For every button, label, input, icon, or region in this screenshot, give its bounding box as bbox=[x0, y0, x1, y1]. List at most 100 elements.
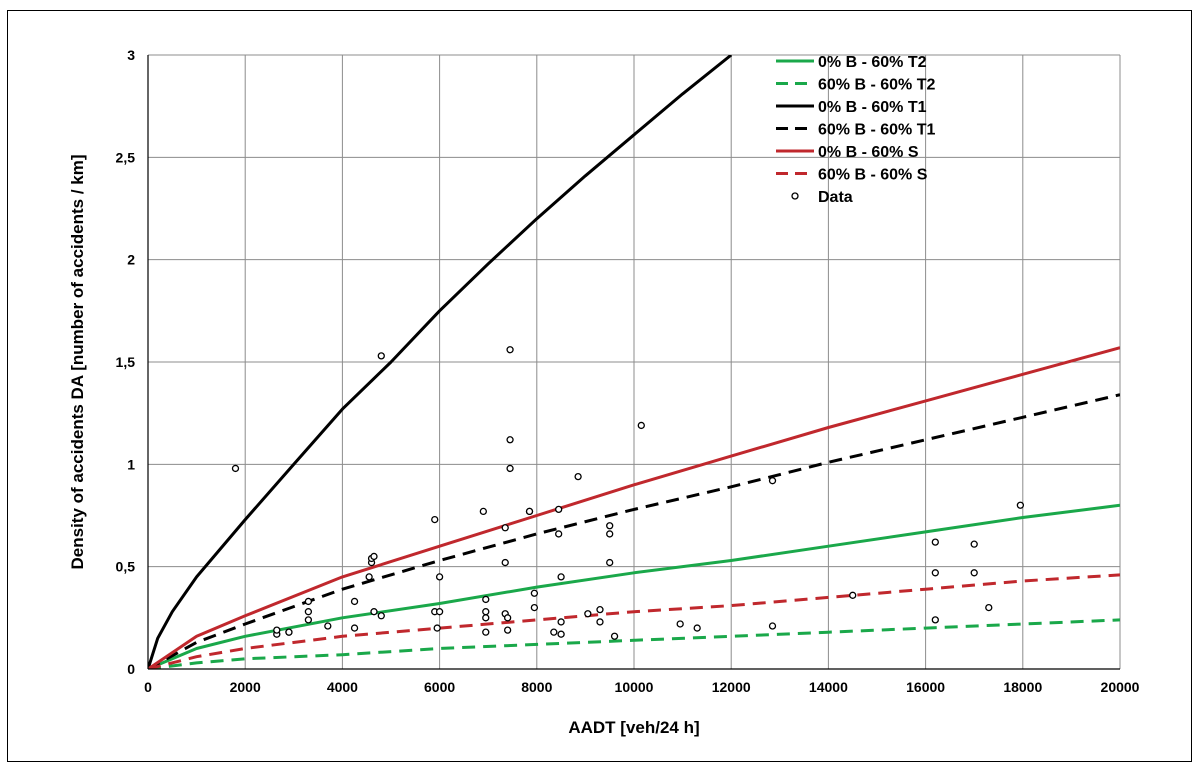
data-point bbox=[479, 507, 487, 516]
x-tick-label: 16000 bbox=[906, 679, 945, 695]
data-point bbox=[506, 464, 514, 473]
legend: 0% B - 60% T2 60% B - 60% T2 0% B - 60% T1… bbox=[776, 54, 935, 206]
legend-label: 0% B - 60% T2 bbox=[818, 54, 927, 71]
data-point bbox=[931, 538, 939, 546]
x-tick-label: 12000 bbox=[712, 679, 751, 695]
data-point bbox=[370, 552, 378, 561]
legend-label: Data bbox=[818, 189, 853, 206]
data-point bbox=[365, 573, 373, 581]
data-point bbox=[637, 421, 645, 430]
data-point bbox=[849, 591, 857, 599]
data-point bbox=[530, 603, 539, 612]
y-tick-label: 2,5 bbox=[116, 149, 136, 165]
series-line bbox=[148, 503, 1120, 669]
data-point bbox=[304, 597, 313, 606]
x-tick-label: 6000 bbox=[424, 679, 455, 695]
x-tick-label: 4000 bbox=[327, 679, 358, 695]
data-point bbox=[433, 624, 441, 632]
data-point bbox=[596, 618, 604, 626]
x-tick-label: 14000 bbox=[809, 679, 848, 695]
chart-svg: 0 2000 4000 6000 8000 10000 12000 14000 16000 180… bbox=[68, 47, 1140, 737]
data-points bbox=[231, 346, 1025, 640]
series-line bbox=[148, 55, 733, 669]
data-point bbox=[985, 603, 993, 612]
data-point bbox=[555, 530, 563, 538]
data-point bbox=[970, 569, 978, 577]
data-point bbox=[676, 620, 684, 628]
y-tick-label: 0,5 bbox=[116, 559, 136, 575]
data-point bbox=[555, 505, 563, 514]
y-tick-label: 2 bbox=[127, 252, 135, 268]
series-line bbox=[148, 618, 1120, 669]
data-point bbox=[506, 436, 514, 444]
y-tick-label: 1,5 bbox=[116, 354, 136, 370]
series-layer bbox=[148, 55, 1120, 669]
data-point bbox=[431, 515, 439, 524]
data-point bbox=[557, 630, 565, 638]
legend-label: 60% B - 60% S bbox=[818, 167, 928, 184]
x-tick-label: 20000 bbox=[1101, 679, 1140, 695]
data-point bbox=[584, 610, 592, 618]
data-point bbox=[350, 597, 359, 606]
y-tick-label: 0 bbox=[127, 661, 135, 677]
legend-label: 60% B - 60% T2 bbox=[818, 77, 935, 94]
data-point bbox=[931, 616, 939, 624]
axes bbox=[147, 55, 1120, 670]
chart-frame: 0 2000 4000 6000 8000 10000 12000 14000 16000 180… bbox=[7, 10, 1192, 762]
x-tick-label: 18000 bbox=[1003, 679, 1042, 695]
data-point bbox=[273, 626, 281, 634]
x-tick-label: 2000 bbox=[230, 679, 261, 695]
data-point bbox=[931, 569, 939, 577]
data-point bbox=[501, 558, 509, 567]
legend-label: 0% B - 60% T1 bbox=[818, 99, 927, 116]
data-point bbox=[1016, 501, 1025, 509]
y-tick-label: 1 bbox=[127, 456, 135, 472]
data-point bbox=[501, 524, 509, 532]
data-point bbox=[482, 614, 490, 622]
data-point bbox=[370, 608, 378, 616]
data-point bbox=[768, 622, 777, 630]
data-point bbox=[350, 624, 359, 632]
x-tick-label: 10000 bbox=[615, 679, 654, 695]
data-point bbox=[503, 626, 512, 634]
series-line bbox=[148, 346, 1120, 669]
data-point bbox=[606, 522, 614, 530]
data-point bbox=[231, 464, 240, 473]
data-point bbox=[557, 573, 565, 581]
data-point bbox=[285, 628, 293, 636]
data-point bbox=[482, 595, 490, 604]
data-point bbox=[606, 558, 614, 567]
data-point bbox=[503, 614, 512, 622]
x-tick-label: 8000 bbox=[521, 679, 552, 695]
data-point bbox=[482, 628, 490, 636]
y-axis-title: Density of accidents DA [number of accid… bbox=[68, 154, 87, 569]
data-point bbox=[304, 616, 313, 624]
data-point bbox=[610, 632, 619, 640]
series-line bbox=[148, 393, 1120, 669]
data-point bbox=[693, 624, 701, 632]
data-point bbox=[525, 507, 534, 516]
tick-labels: 0 2000 4000 6000 8000 10000 12000 14000 16000 180… bbox=[116, 47, 1140, 695]
data-point bbox=[435, 608, 444, 616]
data-point bbox=[506, 346, 514, 354]
data-point bbox=[550, 628, 558, 636]
data-point bbox=[557, 618, 565, 626]
data-point bbox=[606, 530, 614, 538]
data-point bbox=[377, 612, 385, 620]
data-point bbox=[304, 608, 313, 616]
grid-lines bbox=[147, 54, 1121, 670]
data-point bbox=[596, 605, 604, 614]
data-point bbox=[768, 477, 777, 485]
data-point bbox=[324, 622, 332, 630]
data-point bbox=[970, 540, 978, 548]
legend-swatch bbox=[791, 192, 799, 200]
data-point bbox=[530, 589, 539, 597]
data-point bbox=[377, 352, 385, 360]
legend-label: 0% B - 60% S bbox=[818, 144, 919, 161]
y-tick-label: 3 bbox=[127, 47, 135, 63]
x-axis-title: AADT [veh/24 h] bbox=[568, 718, 699, 737]
data-point bbox=[574, 472, 582, 481]
x-tick-label: 0 bbox=[144, 679, 152, 695]
data-point bbox=[435, 573, 444, 581]
data-point bbox=[482, 608, 490, 616]
